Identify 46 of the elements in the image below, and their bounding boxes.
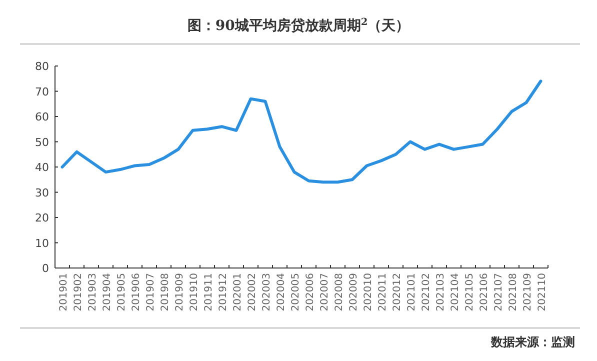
y-tick-label: 70 — [35, 85, 49, 98]
x-tick-label: 202102 — [420, 273, 432, 312]
x-tick-label: 201906 — [130, 273, 142, 312]
x-tick-label: 201910 — [188, 273, 200, 312]
x-tick-label: 202103 — [435, 273, 446, 312]
x-tick-label: 202005 — [290, 273, 302, 312]
x-tick-label: 202010 — [362, 273, 374, 312]
x-tick-label: 202012 — [392, 273, 403, 312]
y-tick-label: 60 — [35, 110, 49, 124]
x-tick-label: 201905 — [116, 273, 128, 312]
x-tick-label: 201903 — [87, 273, 98, 312]
x-tick-label: 202008 — [334, 273, 345, 312]
y-tick-label: 0 — [42, 262, 49, 275]
x-tick-label: 201908 — [160, 273, 171, 312]
chart-title: 图：90城平均房贷放款周期$^{2}$（天） — [187, 16, 410, 34]
x-tick-label: 202009 — [348, 273, 360, 312]
y-tick-label: 80 — [35, 60, 49, 73]
y-tick-label: 50 — [35, 136, 49, 149]
y-tick-label: 10 — [35, 236, 49, 250]
x-tick-label: 202001 — [232, 273, 244, 312]
x-tick-label: 202110 — [536, 273, 548, 312]
x-tick-label: 202108 — [508, 273, 519, 312]
x-tick-label: 202101 — [406, 273, 418, 312]
x-tick-label: 202006 — [304, 273, 316, 312]
x-tick-label: 201901 — [58, 273, 70, 312]
x-tick-label: 201909 — [174, 273, 186, 312]
x-tick-label: 202109 — [522, 273, 534, 312]
x-tick-label: 202106 — [478, 273, 490, 312]
x-tick-label: 202004 — [276, 273, 287, 312]
x-tick-label: 201904 — [102, 273, 113, 312]
x-tick-label: 201907 — [145, 273, 156, 312]
x-tick-label: 202104 — [450, 273, 461, 312]
x-tick-label: 202007 — [319, 273, 330, 312]
x-tick-label: 202003 — [261, 273, 272, 312]
line-series — [60, 80, 542, 184]
y-tick-label: 30 — [35, 186, 49, 200]
x-tick-label: 202011 — [377, 273, 388, 312]
x-tick-label: 201911 — [203, 273, 214, 312]
y-tick-label: 20 — [35, 212, 49, 224]
x-tick-label: 201902 — [72, 273, 84, 312]
x-tick-label: 202002 — [246, 273, 258, 312]
x-tick-label: 202105 — [464, 273, 476, 312]
source-note: 数据来源：监测 — [490, 335, 575, 349]
x-tick-label: 202107 — [493, 273, 504, 312]
x-tick-label: 201912 — [218, 273, 229, 312]
y-tick-label: 40 — [35, 161, 49, 174]
